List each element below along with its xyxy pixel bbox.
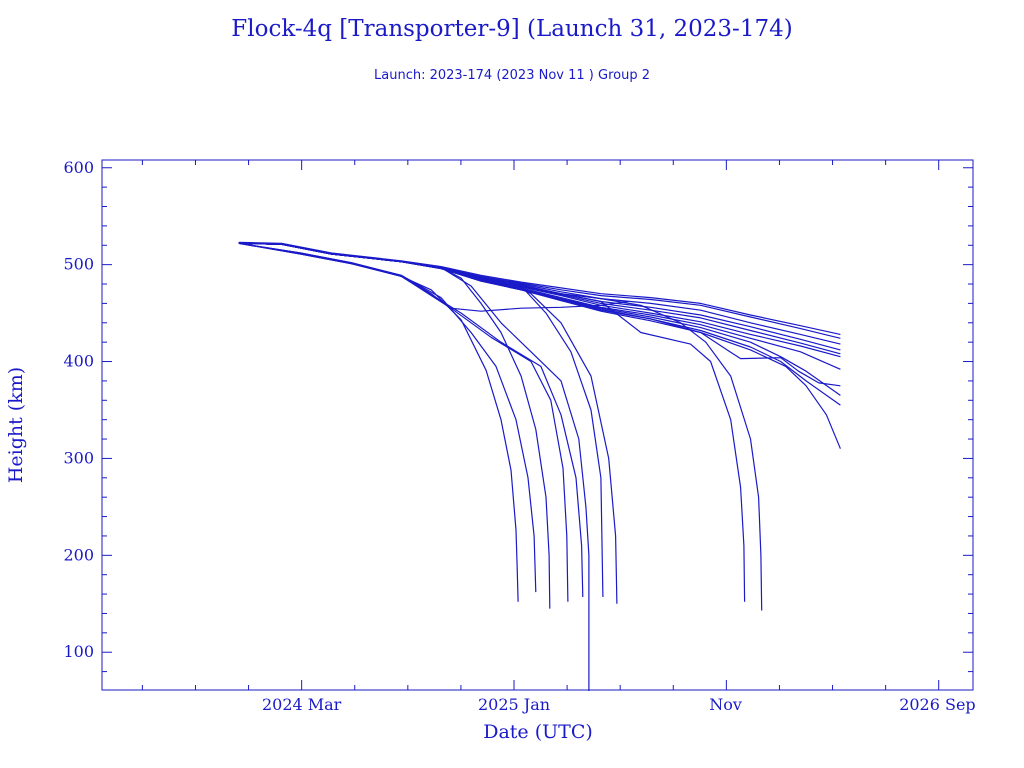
chart-subtitle: Launch: 2023-174 (2023 Nov 11 ) Group 2 — [374, 68, 650, 83]
series-layer — [238, 241, 841, 691]
plot-frame — [101, 159, 974, 691]
x-tick-label: Nov — [709, 695, 742, 714]
y-axis-label: Height (km) — [5, 367, 27, 483]
series-line-bundle-8 — [238, 242, 841, 396]
series-line-bundle-1 — [238, 241, 841, 335]
y-tick-label: 100 — [63, 642, 94, 661]
chart-title: Flock-4q [Transporter-9] (Launch 31, 202… — [231, 16, 793, 42]
x-tick-label: 2024 Mar — [262, 695, 342, 714]
series-line-decay-d — [238, 242, 569, 602]
series-line-bundle-10 — [238, 242, 841, 449]
y-tick-label: 300 — [63, 448, 94, 467]
series-line-decay-j — [238, 242, 763, 611]
series-line-decay-i — [238, 242, 746, 602]
x-axis-label: Date (UTC) — [483, 721, 593, 743]
axis-layer: 100 200 300 400 500 600 2024 Mar 2025 Jan Nov 202… — [63, 158, 975, 714]
series-line-bundle-6 — [238, 242, 841, 358]
y-tick-label: 500 — [63, 255, 94, 274]
series-line-decay-f — [238, 242, 590, 691]
series-line-decay-b — [238, 242, 537, 593]
series-line-decay-e — [238, 242, 584, 598]
x-tick-label: 2025 Jan — [478, 695, 550, 714]
series-line-bundle-9 — [238, 242, 841, 406]
series-line-decay-c — [238, 242, 551, 609]
y-tick-label: 600 — [63, 158, 94, 177]
y-tick-label: 400 — [63, 352, 94, 371]
x-tick-label: 2026 Sep — [899, 695, 975, 714]
y-tick-label: 200 — [63, 545, 94, 564]
